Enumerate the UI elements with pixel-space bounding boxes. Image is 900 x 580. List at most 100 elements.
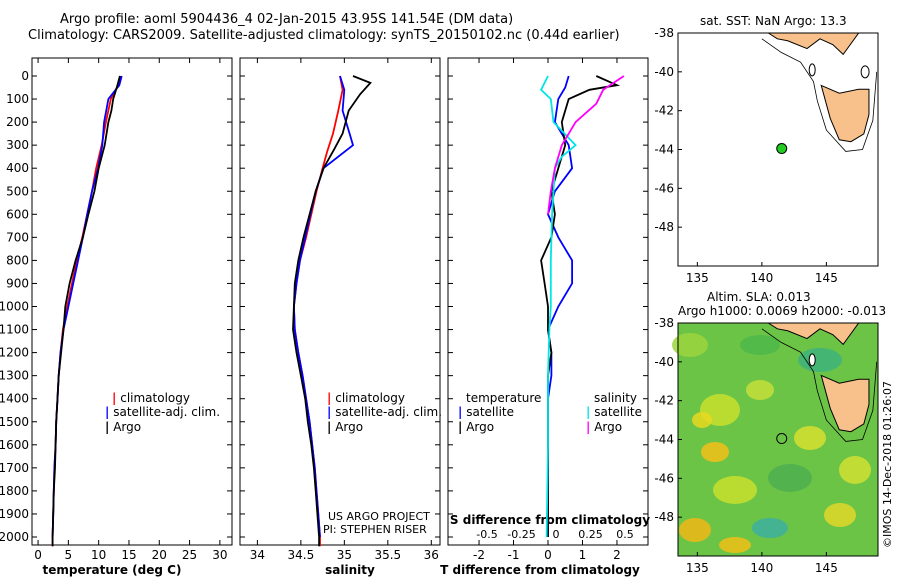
credit-line1: US ARGO PROJECT [328, 510, 430, 523]
shelf-contour [761, 38, 878, 152]
mainland-shape [766, 32, 860, 56]
credit-line2: PI: STEPHEN RISER [323, 523, 427, 536]
series-line-3-4 [547, 75, 625, 215]
legend-satellite-adj: | satellite-adj. clim. [105, 405, 221, 419]
map-lon-label: 135 [686, 271, 709, 285]
x-tick-label: -2 [473, 548, 485, 562]
legend2-argo: | Argo [327, 420, 364, 434]
sla-lat-label: -46 [654, 471, 674, 485]
sla-lat-label: -38 [654, 316, 674, 330]
legend2-satellite-adj: | satellite-adj. clim. [327, 405, 443, 419]
sla-blob [746, 380, 774, 400]
x-tick-label: 35.5 [374, 548, 401, 562]
king-island-shape [808, 63, 816, 77]
depth-tick-label: 800 [6, 253, 29, 267]
x-tick-label: 5 [65, 548, 73, 562]
argo-position-marker [776, 143, 788, 155]
sla-lon-label: 135 [686, 561, 709, 575]
s-tick-label: 0.5 [616, 528, 634, 541]
legend3-s-argo: | Argo [586, 420, 623, 434]
x-tick-label: 36 [424, 548, 439, 562]
depth-tick-label: 0 [21, 69, 29, 83]
legend-climatology: | climatology [112, 391, 190, 405]
sla-blob [713, 476, 757, 504]
plot-title-line2: Climatology: CARS2009. Satellite-adjuste… [28, 28, 620, 43]
x-tick-label: 30 [212, 548, 227, 562]
imos-stamp: ©IMOS 14-Dec-2018 01:26:07 [881, 381, 894, 548]
series-line-1-1 [51, 75, 122, 547]
map-lat-label: -40 [654, 65, 674, 79]
x-axis-label: salinity [325, 563, 375, 577]
flinders-island-shape [860, 65, 870, 79]
legend2-climatology: | climatology [327, 391, 405, 405]
depth-tick-label: 1400 [0, 392, 29, 406]
tasmania-shape [820, 84, 870, 143]
depth-tick-label: 1200 [0, 346, 29, 360]
x-tick-label: 1 [579, 548, 587, 562]
series-line-3-3 [539, 75, 577, 538]
s-tick-label: -0.25 [507, 528, 535, 541]
legend3-salinity-title: salinity [594, 391, 638, 405]
series-line-1-3 [51, 75, 121, 547]
depth-tick-label: 500 [6, 184, 29, 198]
map-lon-label: 145 [815, 271, 838, 285]
depth-tick-label: 600 [6, 207, 29, 221]
depth-tick-label: 300 [6, 138, 29, 152]
legend3-temperature-title: temperature [466, 391, 542, 405]
depth-tick-label: 700 [6, 230, 29, 244]
map-bottom-title1: Altim. SLA: 0.013 [707, 290, 811, 304]
depth-tick-label: 1900 [0, 507, 29, 521]
s-tick-label: 0 [553, 528, 560, 541]
sla-blob [768, 464, 812, 492]
x-tick-label: 0 [544, 548, 552, 562]
s-axis-label: S difference from climatology [450, 513, 650, 527]
map-top-title: sat. SST: NaN Argo: 13.3 [700, 14, 847, 28]
map-lat-label: -38 [654, 26, 674, 40]
depth-tick-label: 1800 [0, 484, 29, 498]
depth-tick-label: 1700 [0, 461, 29, 475]
sla-lat-label: -40 [654, 355, 674, 369]
sla-blob [672, 333, 708, 357]
x-tick-label: 25 [182, 548, 197, 562]
depth-tick-label: 2000 [0, 530, 29, 544]
legend-argo: | Argo [105, 420, 142, 434]
sla-blob [719, 537, 751, 553]
sla-lon-label: 140 [750, 561, 773, 575]
x-tick-label: 34.5 [288, 548, 315, 562]
depth-tick-label: 1000 [0, 300, 29, 314]
map-bottom-title2: Argo h1000: 0.0069 h2000: -0.013 [678, 304, 887, 318]
series-line-2-3 [292, 75, 372, 547]
depth-tick-label: 1100 [0, 323, 29, 337]
depth-tick-label: 400 [6, 161, 29, 175]
sla-blob [740, 335, 780, 355]
sla-lon-label: 145 [815, 561, 838, 575]
depth-tick-label: 900 [6, 276, 29, 290]
sla-blob [752, 518, 788, 538]
x-tick-label: 2 [613, 548, 621, 562]
map-lat-label: -48 [654, 220, 674, 234]
sla-lat-label: -48 [654, 510, 674, 524]
sla-tasmania-shape [820, 374, 870, 433]
map-lat-label: -42 [654, 104, 674, 118]
x-axis-label: temperature (deg C) [43, 563, 182, 577]
map-lon-label: 140 [750, 271, 773, 285]
sla-blob [679, 518, 711, 542]
series-line-1-2 [51, 75, 123, 538]
x-tick-label: 0 [34, 548, 42, 562]
sla-blob [798, 348, 842, 372]
depth-tick-label: 1300 [0, 369, 29, 383]
map-lat-label: -46 [654, 181, 674, 195]
sla-lat-label: -44 [654, 433, 674, 447]
sla-blob [701, 442, 729, 462]
depth-tick-label: 1600 [0, 438, 29, 452]
map-lat-label: -44 [654, 143, 674, 157]
x-tick-label: 20 [152, 548, 167, 562]
sla-blob [839, 456, 871, 484]
sla-blob [824, 503, 856, 527]
sla-mainland-shape [766, 322, 860, 346]
panel-frame-1 [31, 57, 233, 546]
legend3-t-argo: | Argo [458, 420, 495, 434]
x-tick-label: 34 [250, 548, 265, 562]
depth-tick-label: 100 [6, 92, 29, 106]
